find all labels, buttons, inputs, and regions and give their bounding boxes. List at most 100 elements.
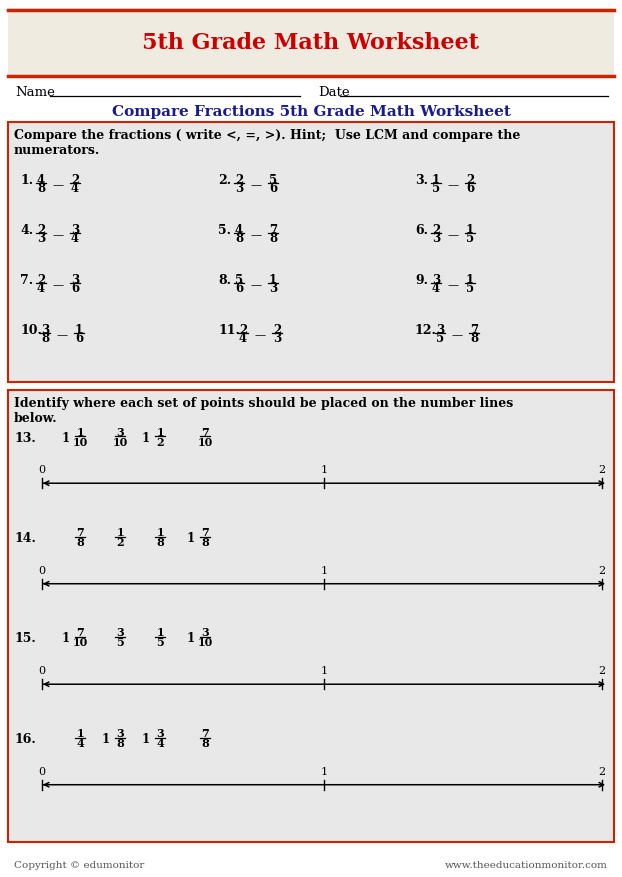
Text: 10: 10	[72, 638, 88, 648]
Text: 0: 0	[39, 566, 45, 575]
Text: 14.: 14.	[14, 532, 36, 545]
Text: 8: 8	[41, 332, 49, 346]
Text: 1: 1	[142, 431, 150, 445]
Text: 7: 7	[76, 527, 84, 538]
Text: —: —	[452, 330, 463, 340]
Text: 8: 8	[201, 738, 209, 749]
Text: 10: 10	[113, 437, 128, 447]
Text: 7.: 7.	[20, 274, 33, 287]
Text: www.theeducationmonitor.com: www.theeducationmonitor.com	[445, 860, 608, 869]
Text: 2: 2	[598, 566, 606, 575]
Text: 10: 10	[72, 437, 88, 447]
Text: 3: 3	[37, 232, 45, 246]
Text: Date: Date	[318, 85, 350, 98]
Text: 3: 3	[116, 426, 124, 438]
Text: 3: 3	[41, 324, 49, 337]
Text: 4: 4	[76, 738, 84, 749]
Text: 1: 1	[156, 426, 164, 438]
Text: 1.: 1.	[20, 174, 33, 187]
Text: 1: 1	[320, 667, 328, 676]
Text: Compare the fractions ( write <, =, >). Hint;  Use LCM and compare the: Compare the fractions ( write <, =, >). …	[14, 130, 521, 142]
Text: 4.: 4.	[20, 224, 33, 237]
Text: 2: 2	[37, 224, 45, 237]
Text: 2: 2	[273, 324, 281, 337]
Text: 5: 5	[156, 638, 164, 648]
Text: 8: 8	[470, 332, 478, 346]
Text: Name: Name	[15, 85, 55, 98]
Text: 7: 7	[201, 426, 209, 438]
Text: 1: 1	[76, 728, 84, 739]
Text: 1: 1	[116, 527, 124, 538]
Text: —: —	[447, 180, 458, 190]
Text: 6: 6	[466, 182, 474, 196]
Text: 7: 7	[201, 527, 209, 538]
Text: 1: 1	[142, 733, 150, 746]
Text: —: —	[447, 230, 458, 240]
Text: 8: 8	[76, 537, 84, 548]
Text: 3: 3	[116, 628, 124, 638]
Text: 2: 2	[598, 465, 606, 475]
Text: Identify where each set of points should be placed on the number lines: Identify where each set of points should…	[14, 397, 513, 410]
Text: 0: 0	[39, 766, 45, 777]
Text: —: —	[251, 180, 262, 190]
Text: 0: 0	[39, 465, 45, 475]
Text: Copyright © edumonitor: Copyright © edumonitor	[14, 860, 144, 869]
Text: 3: 3	[116, 728, 124, 739]
Text: 2: 2	[432, 224, 440, 237]
Text: 2: 2	[156, 437, 164, 447]
Text: 7: 7	[470, 324, 478, 337]
Text: 8: 8	[156, 537, 164, 548]
Text: 15.: 15.	[14, 632, 35, 645]
Text: 5: 5	[436, 332, 444, 346]
Text: 1: 1	[320, 566, 328, 575]
Text: 1: 1	[466, 274, 474, 287]
FancyBboxPatch shape	[8, 390, 614, 842]
Text: 8: 8	[201, 537, 209, 548]
Text: 1: 1	[62, 431, 70, 445]
Text: below.: below.	[14, 411, 58, 424]
Text: 5: 5	[432, 182, 440, 196]
Text: 4: 4	[37, 174, 45, 187]
Text: 1: 1	[320, 766, 328, 777]
Text: 8.: 8.	[218, 274, 231, 287]
Text: 9.: 9.	[415, 274, 428, 287]
Text: 2: 2	[235, 174, 243, 187]
Text: 7: 7	[201, 728, 209, 739]
Text: 1: 1	[187, 632, 195, 645]
Text: 1: 1	[432, 174, 440, 187]
Text: 6.: 6.	[415, 224, 428, 237]
Text: 3: 3	[201, 628, 209, 638]
Text: 2: 2	[598, 766, 606, 777]
Text: 2.: 2.	[218, 174, 231, 187]
Text: 4: 4	[432, 282, 440, 296]
Text: 1: 1	[75, 324, 83, 337]
Text: 4: 4	[239, 332, 247, 346]
Text: 5.: 5.	[218, 224, 231, 237]
Text: 1: 1	[466, 224, 474, 237]
Text: 2: 2	[37, 274, 45, 287]
Text: —: —	[52, 180, 63, 190]
Text: 3: 3	[269, 282, 277, 296]
Text: —: —	[52, 230, 63, 240]
Text: 7: 7	[76, 628, 84, 638]
Text: 8: 8	[116, 738, 124, 749]
Text: 6: 6	[71, 282, 79, 296]
Text: 4: 4	[71, 182, 79, 196]
Text: 10: 10	[197, 638, 213, 648]
Text: 5: 5	[466, 282, 474, 296]
Text: 5: 5	[466, 232, 474, 246]
Text: 11.: 11.	[218, 324, 240, 337]
Text: 3: 3	[156, 728, 164, 739]
Text: 7: 7	[269, 224, 277, 237]
Text: 1: 1	[187, 532, 195, 545]
Text: 2: 2	[71, 174, 79, 187]
Text: 1: 1	[320, 465, 328, 475]
Text: 4: 4	[235, 224, 243, 237]
Text: 3: 3	[273, 332, 281, 346]
Text: 1: 1	[76, 426, 84, 438]
Text: 6: 6	[269, 182, 277, 196]
Text: 6: 6	[75, 332, 83, 346]
Text: 6: 6	[235, 282, 243, 296]
Text: 3: 3	[432, 274, 440, 287]
Text: 1: 1	[269, 274, 277, 287]
